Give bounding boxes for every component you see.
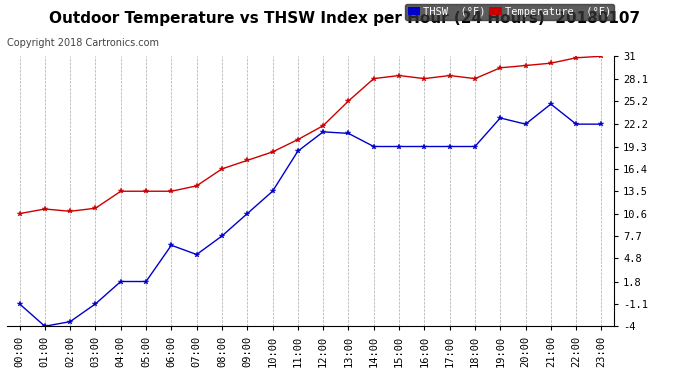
Text: Copyright 2018 Cartronics.com: Copyright 2018 Cartronics.com [7, 38, 159, 48]
Legend: THSW  (°F), Temperature  (°F): THSW (°F), Temperature (°F) [405, 4, 614, 20]
Text: Outdoor Temperature vs THSW Index per Hour (24 Hours)  20180107: Outdoor Temperature vs THSW Index per Ho… [50, 11, 640, 26]
